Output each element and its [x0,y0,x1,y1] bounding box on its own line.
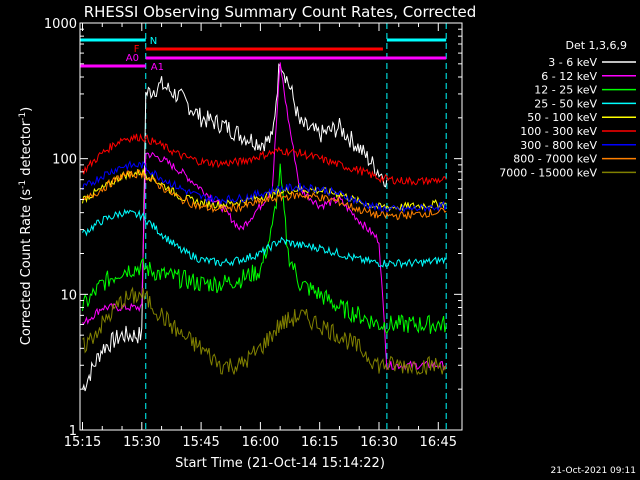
marker-label-F: F [134,44,140,55]
legend-label: 25 - 50 keV [534,97,597,110]
timestamp: 21-Oct-2021 09:11 [551,466,636,476]
x-tick-label: 16:00 [242,435,279,450]
y-axis-label-sup1: -1 [18,180,28,189]
y-tick-label: 10 [60,288,77,303]
legend-label: 300 - 800 keV [520,139,597,152]
marker-label-A0: A0 [126,53,139,64]
marker-label-N: N [150,36,157,47]
legend-title: Det 1,3,6,9 [565,39,627,52]
series-line-2 [82,163,447,335]
x-tick-label: 16:30 [360,435,397,450]
x-tick-label: 15:15 [64,435,101,450]
y-axis-ticks: 1 10 100 1000 [44,17,462,439]
series-line-1 [82,62,447,371]
y-axis-label-mid: detector [19,120,34,180]
x-axis-ticks: 15:15 15:30 15:45 16:00 16:15 16:30 16:45 [64,23,457,450]
series-line-7 [82,169,447,221]
y-axis-label: Corrected Count Rate (s-1 detector-1) [18,107,34,345]
series-line-5 [82,133,447,186]
chart-title: RHESSI Observing Summary Count Rates, Co… [84,3,477,21]
x-tick-label: 15:45 [182,435,219,450]
series-line-8 [82,286,447,376]
legend-label: 6 - 12 keV [541,70,597,83]
legend-label: 7000 - 15000 keV [499,166,597,179]
y-tick-label: 1000 [44,17,77,32]
marker-label-A1: A1 [151,62,164,73]
legend-label: 100 - 300 keV [520,125,597,138]
series-line-3 [82,208,447,269]
y-tick-label: 100 [52,153,77,168]
legend-label: 800 - 7000 keV [513,153,597,166]
legend-label: 50 - 100 keV [527,111,597,124]
x-tick-label: 16:45 [420,435,457,450]
x-tick-label: 16:15 [301,435,338,450]
legend-label: 12 - 25 keV [534,84,597,97]
x-tick-label: 15:30 [123,435,160,450]
x-axis-label: Start Time (21-Oct-14 15:14:22) [175,456,385,471]
legend-label: 3 - 6 keV [548,56,597,69]
series-line-0 [82,63,388,392]
y-axis-label-main: Corrected Count Rate (s [19,189,34,346]
series-line-6 [82,160,447,214]
series-layer [82,62,447,392]
y-tick-label: 1 [69,424,77,439]
y-axis-label-end: ) [19,107,34,112]
plot-frame [79,22,463,431]
y-axis-label-sup2: -1 [18,112,28,121]
